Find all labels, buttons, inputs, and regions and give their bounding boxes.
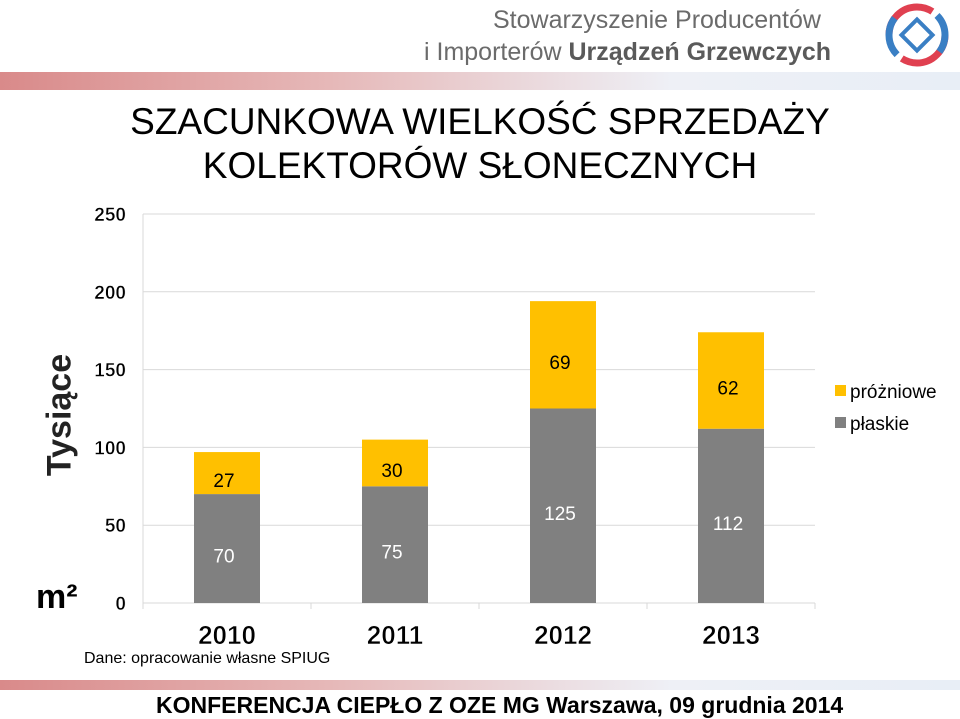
legend-label: płaskie <box>850 414 909 435</box>
bar-plaskie <box>194 494 260 603</box>
data-label: 30 <box>381 461 402 482</box>
footer-text: KONFERENCJA CIEPŁO Z OZE MG Warszawa, 09… <box>156 692 844 718</box>
unit-label: m² <box>36 578 78 616</box>
y-tick-label: 50 <box>105 516 126 537</box>
org-name-part1: i Importerów <box>424 38 569 66</box>
org-name-line2: i Importerów Urządzeń Grzewczych <box>424 38 831 67</box>
org-name-part2: Urządzeń Grzewczych <box>568 38 832 66</box>
y-tick-label: 250 <box>94 205 126 226</box>
y-tick-label: 0 <box>115 594 126 615</box>
page-title: SZACUNKOWA WIELKOŚĆ SPRZEDAŻY KOLEKTORÓW… <box>0 100 960 188</box>
bar-prozniowe <box>194 452 260 495</box>
data-label: 125 <box>544 504 576 525</box>
data-label: 27 <box>213 471 234 492</box>
header-band <box>0 72 960 90</box>
x-tick-label: 2010 <box>198 620 256 650</box>
bar-plaskie <box>698 428 764 603</box>
legend-label: próżniowe <box>850 382 937 403</box>
data-source-note: Dane: opracowanie własne SPIUG <box>84 650 331 667</box>
org-header <box>418 0 878 72</box>
bar-plaskie <box>530 408 596 603</box>
bar-plaskie <box>362 486 428 603</box>
y-tick-label: 100 <box>94 438 126 459</box>
data-label: 69 <box>549 353 570 374</box>
bar-prozniowe <box>698 332 764 429</box>
bar-prozniowe <box>362 439 428 487</box>
x-tick-label: 2012 <box>534 620 592 650</box>
title-line1: SZACUNKOWA WIELKOŚĆ SPRZEDAŻY <box>130 101 830 142</box>
x-tick-label: 2013 <box>702 620 760 650</box>
data-label: 70 <box>213 547 234 568</box>
data-label: 62 <box>717 378 738 399</box>
footer-band <box>0 680 960 690</box>
legend-swatch <box>835 417 846 428</box>
x-tick-label: 2011 <box>367 620 423 650</box>
stacked-bar-chart: 0 50 100 150 200 250 70 27 2010 75 30 2011 125 69 2012… <box>94 205 937 651</box>
org-name-line1: Stowarzyszenie Producentów <box>493 6 821 34</box>
data-label: 112 <box>713 514 743 535</box>
y-tick-label: 200 <box>94 283 126 304</box>
data-label: 75 <box>381 543 402 564</box>
org-logo-icon <box>885 3 949 67</box>
title-line2: KOLEKTORÓW SŁONECZNYCH <box>202 145 758 186</box>
y-tick-label: 150 <box>94 361 126 382</box>
bar-prozniowe <box>530 301 596 409</box>
legend-swatch <box>835 385 846 396</box>
